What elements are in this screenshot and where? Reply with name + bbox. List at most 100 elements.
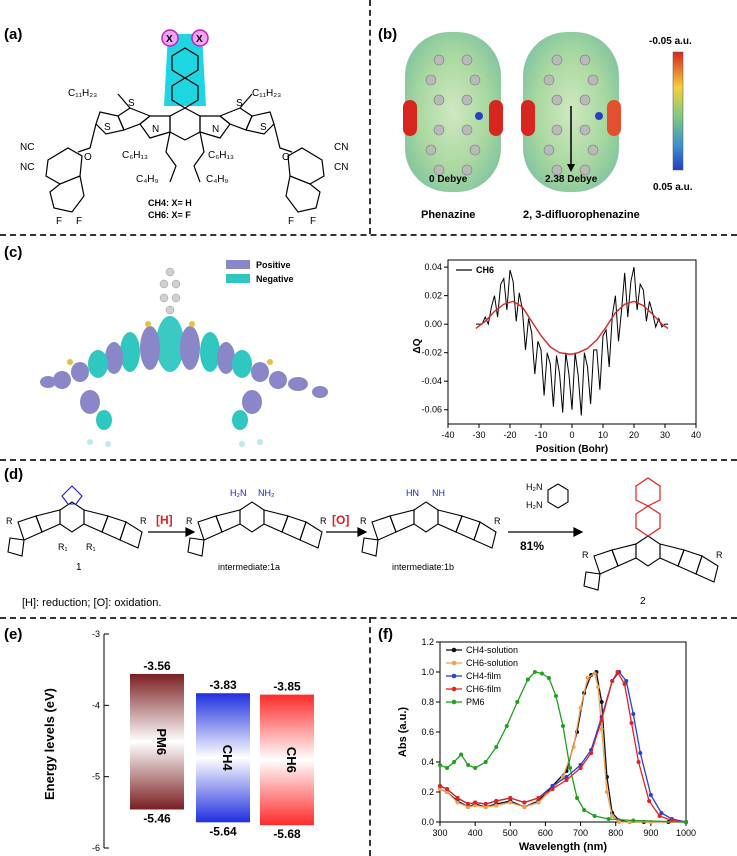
alkyl-mid-left: C₆H₁₃: [122, 150, 148, 161]
category-label-pm6: PM6: [154, 728, 169, 755]
chart-f-legend-marker: [451, 673, 457, 679]
atom-s-1: S: [128, 98, 135, 109]
chart-c-legend-label: CH6: [476, 265, 494, 275]
chart-f-point-1: [610, 814, 615, 818]
chart-c-ytick-label: 0.04: [424, 262, 442, 272]
chart-f-point-3: [657, 814, 662, 818]
chart-f-xtick-label: 300: [432, 828, 447, 838]
chart-f-point-3: [564, 778, 569, 782]
panel-c-orbitals: Positive Negative: [40, 260, 328, 447]
chart-f-ytick-label: 1.2: [421, 637, 434, 647]
chart-f-point-3: [522, 800, 527, 805]
esp-phenazine: [405, 32, 501, 192]
chart-f-ytick-label: 0.2: [421, 787, 434, 797]
chart-f-ylabel: Abs (a.u.): [397, 707, 409, 757]
chart-f-point-4: [504, 724, 509, 728]
r-6: R: [494, 516, 501, 526]
amine-h2n: H₂N: [230, 488, 247, 498]
substituent-circle-right: [191, 29, 209, 47]
chart-c-xtick-label: -10: [534, 430, 547, 440]
chart-f-ytick-label: 0.6: [421, 727, 434, 737]
compound-2-label: 2: [640, 596, 646, 607]
chart-c-xtick-label: 30: [660, 430, 670, 440]
esp-phenazine-red-left: [403, 100, 417, 136]
divider-e-f: [369, 617, 371, 856]
chart-f-point-4: [525, 677, 530, 682]
esp-phenazine-red-right: [489, 100, 503, 136]
chart-f-point-4: [561, 724, 565, 728]
chart-f-point-3: [647, 799, 652, 803]
chart-f-point-3: [578, 766, 583, 770]
atom-f-1: F: [56, 216, 62, 227]
chart-f-legend-marker: [451, 660, 457, 666]
compound-1b-label: intermediate:1b: [392, 562, 454, 572]
atom-f-4: F: [310, 216, 316, 227]
chart-f-point-3: [615, 670, 620, 674]
compound-1-label: 1: [76, 562, 82, 573]
dipole-phenazine: 0 Debye: [429, 174, 468, 185]
chart-f-legend-label: CH4-film: [466, 671, 501, 681]
panel-b-esp: 0 Debye 2.38 Debye Phenazine 2, 3-difluo…: [403, 32, 693, 221]
atom-s-4: S: [260, 122, 267, 133]
substituent-x-left: X: [166, 34, 173, 45]
chart-f-ytick-label: 0.0: [421, 817, 434, 827]
category-label-ch6: CH6: [284, 747, 299, 773]
chart-f-point-3: [599, 718, 604, 722]
chart-c-ytick-label: 0.02: [424, 291, 442, 301]
r-5: R: [360, 516, 367, 526]
energy-bar-pm6: [130, 673, 184, 810]
chart-c-series-line-1: [475, 300, 669, 355]
chart-f-point-1: [599, 727, 604, 731]
r-7: R: [582, 550, 589, 560]
chart-f-point-3: [589, 751, 594, 755]
chart-f-point-3: [445, 787, 450, 791]
chart-e-ytick-label: -3: [92, 629, 100, 639]
panel-a-molecule: X X C₁₁H₂₃ C₁₁H₂₃ C₆H₁₃ C₆H₁₃ C₄H₉ C₄H₉ …: [20, 29, 348, 227]
r-8: R: [716, 550, 723, 560]
chart-f-point-2: [659, 811, 664, 815]
chart-f-point-2: [648, 793, 653, 797]
chart-f-point-3: [494, 799, 499, 803]
r1-right: R₁: [86, 542, 96, 552]
chart-c-frame: [447, 259, 697, 425]
chart-f-point-3: [455, 796, 460, 800]
chart-f-legend-label: CH6-film: [466, 684, 501, 694]
chart-f-point-0: [599, 700, 604, 704]
divider-de: [0, 617, 737, 619]
r-4: R: [320, 516, 327, 526]
atom-f-3: F: [288, 216, 294, 227]
chart-c-ytick-label: -0.06: [421, 405, 442, 415]
panel-label-a: (a): [4, 26, 23, 43]
imine-nh: NH: [432, 488, 445, 498]
lumo-label-ch4: -3.83: [209, 678, 237, 692]
esp-difluoro-red-left: [521, 100, 535, 136]
chart-f-point-4: [606, 817, 611, 821]
panel-label-f: (f): [378, 626, 393, 643]
chart-f-point-1: [627, 820, 632, 824]
chart-f-xlabel: Wavelength (nm): [519, 841, 608, 853]
chart-f-point-4: [473, 766, 478, 770]
legend-negative-swatch: [226, 274, 250, 283]
chart-f-point-1: [445, 790, 450, 794]
chart-f-point-1: [536, 800, 541, 805]
panel-label-e: (e): [4, 626, 23, 643]
chart-c-ylabel: ΔQ: [412, 338, 423, 353]
chart-f-point-2: [638, 751, 643, 755]
chart-f-xtick-label: 500: [503, 828, 518, 838]
cn-left-1: NC: [20, 142, 34, 153]
chart-f-point-3: [466, 802, 471, 806]
footnote: [H]: reduction; [O]: oxidation.: [22, 597, 161, 609]
chart-f-point-4: [575, 796, 580, 800]
chart-c-ytick-label: -0.04: [421, 376, 442, 386]
chart-f-point-3: [629, 721, 634, 725]
chart-f-xtick-label: 900: [643, 828, 658, 838]
chart-f-point-4: [438, 763, 442, 767]
chart-c-xlabel: Position (Bohr): [536, 444, 608, 455]
chart-f-point-2: [550, 784, 555, 788]
chart-f-xtick-label: 1000: [676, 828, 696, 838]
chart-f-point-4: [459, 752, 464, 757]
chart-f-point-1: [522, 805, 527, 809]
atom-n-right: N: [212, 124, 219, 135]
chart-f-point-4: [445, 766, 450, 770]
substituent-circle-left: [161, 29, 179, 47]
